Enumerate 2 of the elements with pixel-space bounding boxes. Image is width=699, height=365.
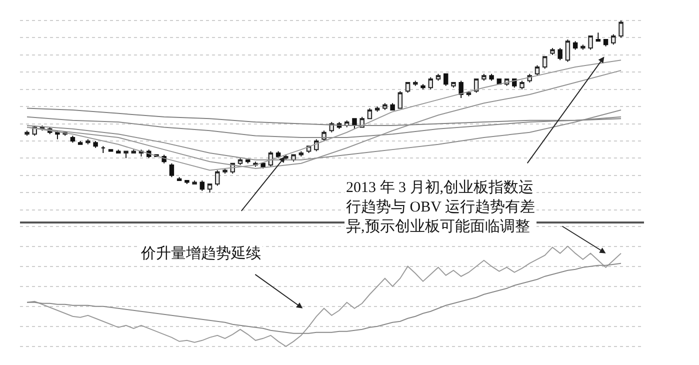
- annotation: 2013 年 3 月初,创业板指数运行趋势与 OBV 运行趋势有差异,预示创业板可能面临调整: [346, 179, 535, 235]
- annotation: 价升量增趋势延续: [140, 245, 261, 262]
